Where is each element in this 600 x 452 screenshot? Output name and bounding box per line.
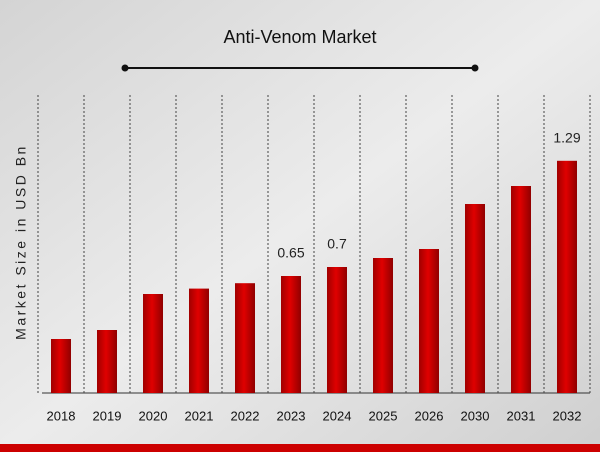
bar xyxy=(235,283,255,393)
bar xyxy=(143,294,163,393)
x-tick-label: 2031 xyxy=(507,408,536,423)
bar xyxy=(327,267,347,393)
bar xyxy=(97,330,117,393)
x-tick-label: 2025 xyxy=(369,408,398,423)
rule-dot xyxy=(471,64,479,72)
x-tick-label: 2020 xyxy=(139,408,168,423)
x-tick-label: 2023 xyxy=(277,408,306,423)
bar xyxy=(51,339,71,393)
data-label: 1.29 xyxy=(553,130,580,146)
x-tick-label: 2026 xyxy=(415,408,444,423)
bar xyxy=(373,258,393,393)
y-axis-label: Market Size in USD Bn xyxy=(13,144,29,340)
footer-strip xyxy=(0,444,600,452)
bar xyxy=(419,249,439,393)
rule-dot xyxy=(121,64,129,72)
data-label: 0.7 xyxy=(327,236,347,252)
bar xyxy=(511,186,531,393)
x-tick-label: 2019 xyxy=(93,408,122,423)
x-tick-label: 2024 xyxy=(323,408,352,423)
x-tick-label: 2022 xyxy=(231,408,260,423)
x-tick-label: 2032 xyxy=(553,408,582,423)
bar xyxy=(557,160,577,393)
chart-title: Anti-Venom Market xyxy=(223,27,376,47)
x-tick-label: 2021 xyxy=(185,408,214,423)
bar xyxy=(281,276,301,393)
x-tick-label: 2030 xyxy=(461,408,490,423)
bar xyxy=(465,204,485,393)
x-tick-label: 2018 xyxy=(47,408,76,423)
bar xyxy=(189,288,209,393)
data-label: 0.65 xyxy=(277,245,304,261)
